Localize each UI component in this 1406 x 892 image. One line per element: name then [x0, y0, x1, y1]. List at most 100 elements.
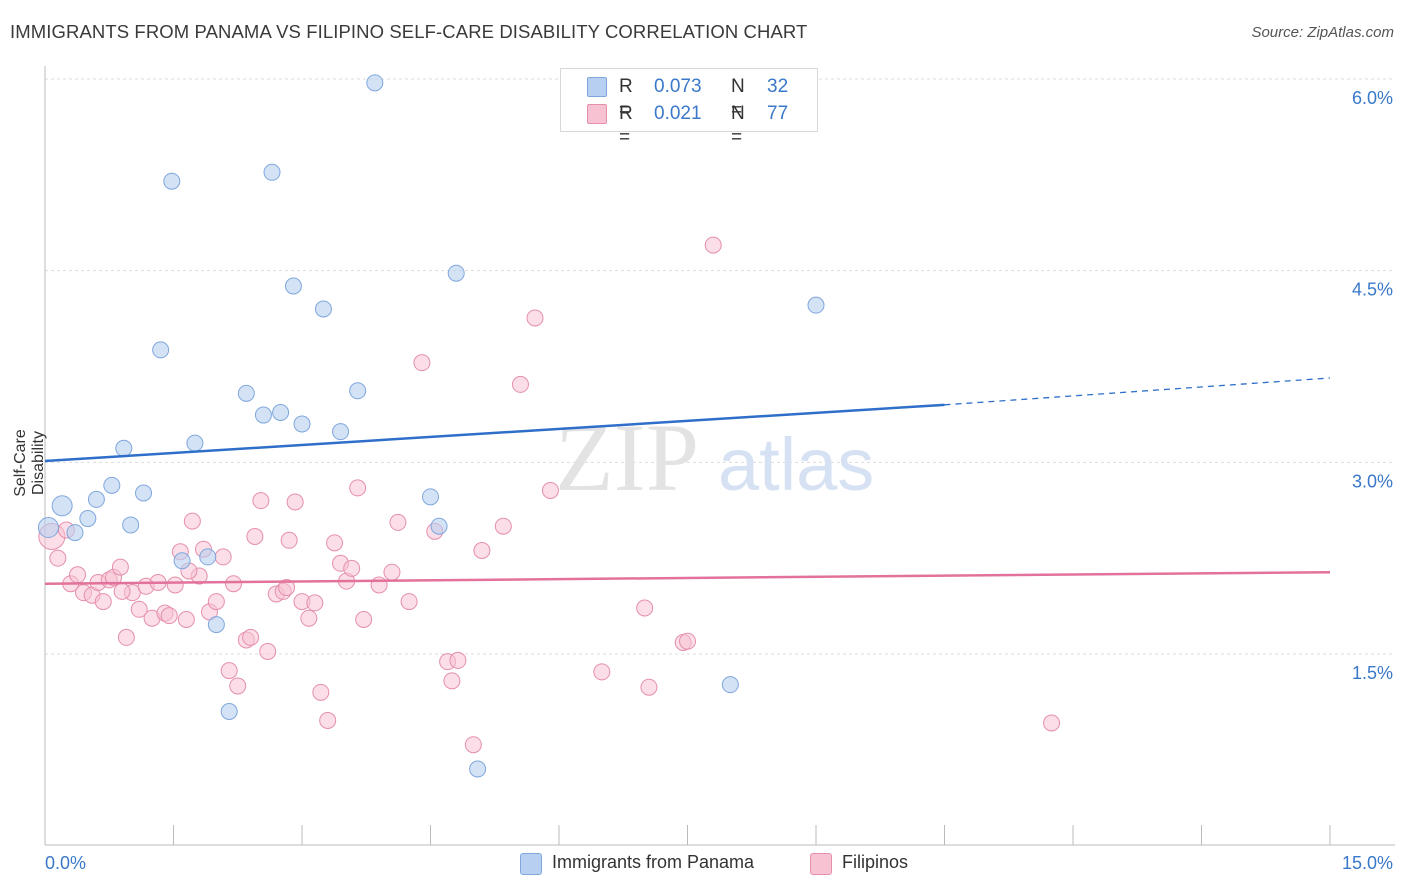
r-label: R =	[619, 76, 633, 121]
panama-trend-extension	[944, 377, 1331, 406]
filipinos-point	[636, 599, 654, 617]
filipinos-point	[370, 576, 388, 594]
filipinos-point	[640, 678, 658, 696]
panama-point	[152, 341, 170, 359]
panama-trend-line	[44, 403, 945, 463]
legend-label: Immigrants from Panama	[552, 852, 755, 872]
filipinos-point	[494, 517, 512, 535]
panama-point	[207, 616, 225, 634]
panama-point	[135, 484, 153, 502]
r-value: 0.021	[654, 103, 702, 124]
panama-point	[173, 552, 191, 570]
filipinos-trend-line	[44, 570, 1331, 585]
filipinos-point	[177, 611, 195, 628]
filipinos-point	[400, 593, 418, 611]
filipinos-point	[383, 563, 401, 581]
watermark-atlas: atlas	[718, 423, 874, 506]
filipinos-point	[306, 594, 324, 612]
filipinos-point	[278, 579, 296, 597]
panama-point	[186, 434, 204, 452]
filipinos-point	[166, 576, 184, 594]
filipinos-point	[300, 609, 318, 627]
filipinos-point	[259, 642, 277, 660]
filipinos-point	[229, 677, 247, 695]
panama-point	[263, 163, 281, 181]
panama-point	[349, 382, 367, 400]
x-tick-labels: 0.0% 15.0%	[45, 853, 1393, 873]
panama-point	[447, 264, 465, 282]
y-tick-label: 4.5%	[1352, 280, 1393, 300]
filipinos-point	[343, 559, 361, 577]
panama-point	[272, 404, 290, 421]
panama-point	[237, 384, 255, 402]
filipinos-point	[526, 309, 544, 327]
filipinos-point	[207, 593, 225, 611]
filipinos-point	[511, 375, 529, 393]
panama-swatch	[520, 853, 542, 875]
panama-points	[37, 74, 825, 778]
axes	[44, 66, 1395, 846]
x-tick-label: 0.0%	[45, 853, 86, 873]
panama-point	[422, 488, 439, 506]
filipinos-point	[130, 600, 148, 618]
filipinos-point	[679, 632, 696, 650]
filipinos-point	[214, 548, 232, 566]
filipinos-point	[312, 683, 330, 701]
filipinos-point	[280, 531, 298, 549]
panama-point	[87, 490, 105, 508]
filipinos-point	[704, 236, 722, 254]
y-tick-labels: 1.5% 3.0% 4.5% 6.0%	[1352, 88, 1393, 683]
filipinos-points	[38, 236, 1061, 754]
panama-point	[469, 760, 487, 778]
panama-point	[254, 406, 272, 424]
panama-point	[721, 676, 739, 694]
panama-point	[332, 423, 350, 441]
panama-point	[51, 495, 73, 517]
filipinos-point	[246, 527, 264, 545]
filipinos-point	[443, 672, 461, 690]
source-label: Source: ZipAtlas.com	[1251, 24, 1394, 41]
filipinos-point	[49, 549, 67, 567]
filipinos-point	[242, 628, 260, 646]
filipinos-point	[183, 512, 201, 530]
filipinos-point	[449, 651, 467, 669]
filipinos-point	[464, 736, 482, 754]
filipinos-point	[252, 492, 270, 510]
panama-point	[807, 296, 825, 314]
n-value: 32	[767, 76, 789, 97]
filipinos-point	[473, 542, 491, 559]
filipinos-swatch	[587, 104, 607, 124]
y-tick-label: 3.0%	[1352, 471, 1393, 491]
correlation-legend: R = 0.073 N = 32 R = 0.021 N = 77	[560, 68, 818, 148]
panama-point	[199, 548, 217, 566]
filipinos-point	[355, 611, 373, 628]
filipinos-point	[160, 607, 178, 625]
filipinos-point	[69, 566, 87, 584]
panama-swatch	[587, 77, 607, 97]
watermark: ZIP atlas	[555, 404, 874, 511]
filipinos-point	[319, 711, 337, 729]
trend-lines	[44, 377, 1331, 585]
filipinos-point	[113, 582, 131, 600]
panama-point	[366, 74, 384, 92]
chart-title: IMMIGRANTS FROM PANAMA VS FILIPINO SELF-…	[10, 21, 808, 42]
n-label: N =	[731, 103, 745, 148]
panama-point	[430, 517, 448, 535]
filipinos-point	[593, 663, 611, 681]
filipinos-swatch	[810, 853, 832, 875]
panama-point	[103, 476, 121, 494]
x-tick-label: 15.0%	[1342, 853, 1393, 873]
panama-point	[66, 524, 84, 542]
n-label: N =	[731, 76, 745, 121]
panama-point	[220, 703, 238, 720]
panama-point	[122, 516, 140, 534]
panama-point	[37, 517, 59, 538]
r-label: R =	[619, 103, 633, 148]
panama-point	[115, 439, 133, 457]
n-value: 77	[767, 103, 789, 124]
filipinos-point	[389, 513, 407, 531]
filipinos-point	[94, 593, 112, 611]
filipinos-point	[117, 628, 135, 646]
panama-point	[163, 172, 181, 190]
